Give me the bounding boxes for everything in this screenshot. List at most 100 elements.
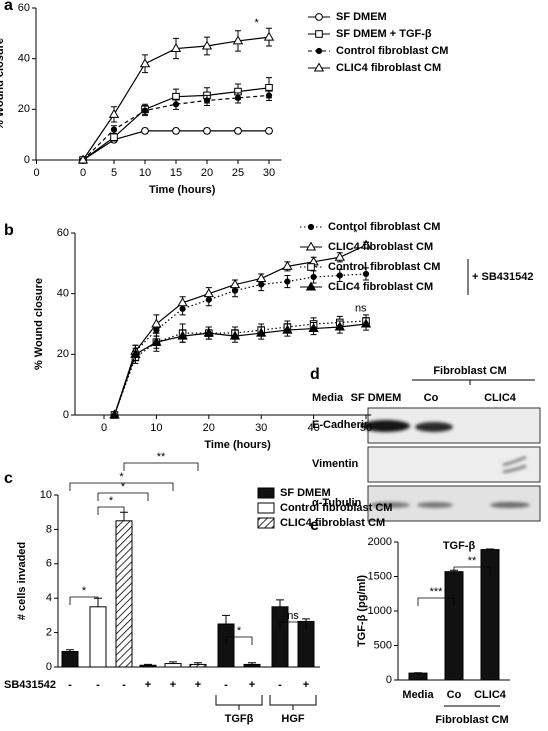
- x-tick-label: +: [303, 679, 309, 691]
- x-tick-label: 25: [232, 167, 244, 179]
- y-tick-label: 0: [63, 409, 69, 421]
- marker: [282, 324, 293, 334]
- x-tick-label: 10: [150, 422, 162, 434]
- bar: [89, 606, 107, 668]
- annotation: ns: [287, 610, 299, 622]
- marker: [362, 270, 370, 278]
- legend-label: SF DMEM + TGF-β: [336, 28, 432, 40]
- marker: [334, 251, 345, 261]
- band: [362, 420, 410, 432]
- y-tick-label: 8: [46, 523, 52, 535]
- row-label: E-Cadherin: [312, 419, 371, 431]
- x-tick-label: -: [122, 679, 126, 691]
- bar: [217, 623, 235, 668]
- bar: [115, 520, 133, 668]
- marker: [265, 92, 273, 99]
- significance-bracket: [69, 482, 174, 491]
- significance-bracket: [225, 636, 253, 645]
- band: [490, 502, 530, 508]
- x-tick-label: 0: [33, 167, 39, 179]
- y-tick-label: 2: [46, 627, 52, 639]
- marker: [305, 281, 317, 291]
- marker: [203, 97, 211, 104]
- blot-strip: [367, 446, 541, 483]
- group-label: HGF: [281, 713, 305, 725]
- bar: [164, 663, 182, 668]
- y-tick-label: 500: [374, 639, 392, 651]
- marker: [203, 126, 211, 135]
- group-label: TGFβ: [225, 713, 254, 725]
- group-label: Fibroblast CM: [435, 714, 508, 726]
- panel-label: b: [4, 222, 14, 239]
- x-tick-label: 15: [170, 167, 182, 179]
- marker: [234, 94, 242, 102]
- marker: [229, 330, 241, 340]
- marker: [232, 35, 244, 45]
- marker: [315, 13, 323, 21]
- marker: [307, 223, 315, 231]
- annotation: *: [353, 227, 358, 239]
- bar: [139, 664, 157, 668]
- panel-label: d: [310, 366, 320, 383]
- legend-label: Control fibroblast CM: [328, 221, 440, 233]
- band: [370, 502, 410, 508]
- marker: [177, 330, 188, 340]
- marker: [139, 58, 151, 68]
- significance-bracket: [69, 596, 99, 605]
- marker: [305, 241, 317, 251]
- bar: [480, 549, 500, 681]
- marker: [284, 278, 291, 285]
- y-tick-label: 6: [46, 558, 52, 570]
- marker: [172, 126, 180, 135]
- legend-swatch: [257, 517, 275, 529]
- legend-label: CLIC4 fibroblast CM: [280, 517, 385, 529]
- x-tick-label: 20: [203, 422, 215, 434]
- panel-label: e: [310, 517, 319, 534]
- significance-bracket: [97, 492, 149, 501]
- y-tick-label: 0: [386, 674, 392, 686]
- bar: [243, 663, 261, 668]
- marker: [308, 323, 319, 333]
- x-axis-title: Time (hours): [149, 184, 216, 196]
- marker: [151, 336, 162, 346]
- panel-label: a: [4, 0, 13, 14]
- marker: [110, 126, 118, 133]
- x-tick-label: +: [249, 679, 255, 691]
- marker: [130, 348, 141, 358]
- annotation: *: [109, 495, 114, 507]
- y-tick-label: 60: [18, 2, 30, 14]
- x-tick-label: Co: [447, 689, 462, 701]
- x-tick-label: 30: [263, 167, 275, 179]
- legend-label: CLIC4 fibroblast CM: [328, 241, 433, 253]
- group-label: Fibroblast CM: [433, 365, 506, 377]
- y-tick-label: 2000: [368, 536, 392, 548]
- y-tick-label: 1000: [368, 605, 392, 617]
- bar: [189, 663, 207, 668]
- marker: [360, 239, 372, 249]
- y-axis-title: TGF-β (pg/ml): [356, 575, 368, 647]
- annotation: **: [468, 555, 477, 567]
- annotation: *: [237, 625, 242, 637]
- marker: [203, 327, 214, 337]
- marker: [282, 260, 293, 270]
- marker: [229, 279, 241, 289]
- marker: [360, 318, 372, 328]
- marker: [334, 321, 345, 331]
- y-axis-title: % Wound closure: [33, 278, 45, 370]
- annotation: *: [119, 471, 124, 483]
- legend-label: SF DMEM: [280, 487, 331, 499]
- x-tick-label: Media: [402, 689, 434, 701]
- marker: [108, 108, 120, 118]
- marker: [315, 47, 323, 55]
- marker: [256, 327, 267, 337]
- y-axis-title: % Wound closure: [0, 38, 6, 130]
- marker: [170, 43, 182, 53]
- column-header: Media: [312, 392, 344, 404]
- group-bracket: [269, 695, 317, 710]
- y-tick-label: 20: [57, 348, 69, 360]
- legend-label: CLIC4 fibroblast CM: [336, 62, 441, 74]
- marker: [203, 288, 214, 298]
- marker: [109, 409, 120, 419]
- y-tick-label: 60: [57, 227, 69, 239]
